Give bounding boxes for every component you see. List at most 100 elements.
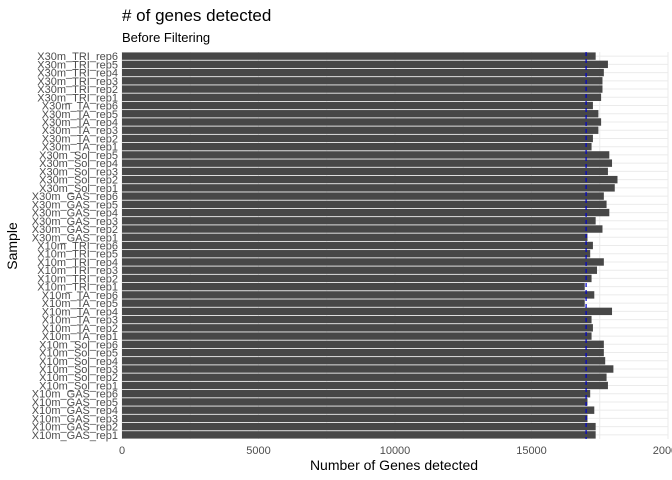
y-tick-label: X30m_GAS_rep6 [32, 191, 118, 203]
y-tick-label: X10m_GAS_rep6 [32, 389, 118, 401]
y-tick-label: X10m_TRI_rep4 [37, 257, 118, 269]
y-tick-labels: X10m_GAS_rep1X10m_GAS_rep2X10m_GAS_rep3X… [32, 51, 118, 442]
bar [122, 167, 608, 176]
bar [122, 414, 588, 423]
bar [122, 307, 613, 316]
bar [122, 274, 592, 283]
y-tick-label: X30m_TA_rep3 [42, 125, 118, 137]
bar [122, 93, 602, 101]
bar [122, 258, 604, 266]
y-tick-label: X10m_TRI_rep6 [37, 241, 118, 253]
bar [122, 52, 596, 60]
bar [122, 126, 599, 134]
bar [122, 77, 603, 85]
y-tick-label: X30m_GAS_rep3 [32, 216, 118, 228]
y-tick-label: X10m_TA_rep5 [42, 298, 118, 310]
y-tick-label: X30m_Sol_rep3 [39, 166, 118, 178]
bar [122, 151, 610, 159]
bar [122, 266, 598, 274]
bars [122, 52, 618, 439]
y-tick-label: X10m_Sol_rep2 [39, 372, 118, 384]
y-tick-label: X10m_TA_rep1 [42, 331, 118, 343]
y-tick-label: X10m_TRI_rep3 [37, 265, 118, 277]
y-tick-label: X10m_Sol_rep5 [39, 348, 118, 360]
bar [122, 373, 607, 381]
y-tick-label: X10m_Sol_rep6 [39, 339, 118, 351]
bar [122, 175, 618, 184]
y-tick-label: X30m_TA_rep2 [42, 133, 118, 145]
bar [122, 299, 585, 307]
bar [122, 250, 591, 258]
x-tick-label: 5000 [246, 445, 270, 457]
bar [122, 192, 604, 200]
y-tick-label: X10m_TRI_rep1 [37, 282, 118, 294]
x-axis-title: Number of Genes detected [310, 457, 478, 473]
bar [122, 217, 596, 225]
y-tick-label: X10m_TA_rep2 [42, 323, 118, 335]
y-tick-label: X30m_TA_rep6 [42, 101, 118, 113]
y-tick-label: X30m_Sol_rep4 [39, 158, 118, 170]
y-tick-label: X10m_GAS_rep2 [32, 422, 118, 434]
y-tick-label: X10m_GAS_rep3 [32, 413, 118, 425]
bar [122, 241, 593, 250]
y-tick-label: X10m_Sol_rep4 [39, 356, 118, 368]
y-tick-label: X10m_TA_rep6 [42, 290, 118, 302]
y-tick-label: X30m_Sol_rep1 [39, 183, 118, 195]
bar [122, 398, 588, 406]
x-tick-label: 15000 [516, 445, 547, 457]
y-tick-label: X30m_TA_rep5 [42, 109, 118, 121]
y-tick-label: X10m_Sol_rep1 [39, 380, 118, 392]
y-tick-label: X30m_TA_rep4 [42, 117, 118, 129]
y-tick-label: X30m_TRI_rep2 [37, 84, 118, 96]
bar [122, 200, 607, 209]
y-tick-label: X30m_TRI_rep4 [37, 68, 118, 80]
bar [122, 332, 592, 340]
y-tick-label: X10m_TRI_rep2 [37, 273, 118, 285]
y-tick-label: X30m_TRI_rep1 [37, 92, 118, 104]
bar [122, 291, 595, 299]
y-tick-label: X30m_TA_rep1 [42, 142, 118, 154]
bar [122, 60, 608, 69]
y-tick-label: X30m_TRI_rep5 [37, 59, 118, 71]
bar [122, 282, 585, 291]
bar [122, 134, 593, 143]
y-tick-label: X30m_GAS_rep2 [32, 224, 118, 236]
bar [122, 85, 603, 93]
x-tick-labels: 0 5000 10000 15000 20000 [119, 445, 672, 457]
bar [122, 68, 604, 77]
bar [122, 159, 613, 167]
bar [122, 357, 606, 365]
y-tick-label: X10m_GAS_rep5 [32, 397, 118, 409]
bar [122, 365, 614, 373]
y-tick-label: X10m_TA_rep3 [42, 315, 118, 327]
bar [122, 406, 595, 414]
y-tick-label: X30m_GAS_rep5 [32, 199, 118, 211]
y-tick-label: X30m_TRI_rep6 [37, 51, 118, 63]
y-tick-label: X10m_GAS_rep4 [32, 405, 118, 417]
x-tick-label: 20000 [653, 445, 672, 457]
bar [122, 101, 593, 110]
bar [122, 225, 603, 233]
chart-title: # of genes detected [122, 6, 271, 25]
bar [122, 208, 610, 217]
y-tick-label: X10m_Sol_rep3 [39, 364, 118, 376]
bar [122, 381, 608, 390]
bar [122, 431, 596, 439]
y-tick-label: X10m_TRI_rep5 [37, 249, 118, 261]
bar [122, 142, 592, 151]
bar [122, 110, 599, 118]
x-tick-label: 10000 [380, 445, 411, 457]
bar [122, 348, 604, 357]
y-tick-label: X30m_TRI_rep3 [37, 76, 118, 88]
bar [122, 118, 602, 126]
bar [122, 324, 593, 332]
bar [122, 422, 596, 431]
y-tick-label: X10m_GAS_rep1 [32, 430, 118, 442]
bar [122, 184, 615, 192]
y-tick-label: X30m_Sol_rep2 [39, 175, 118, 187]
bar [122, 315, 592, 324]
chart-subtitle: Before Filtering [122, 30, 210, 45]
bar [122, 233, 588, 241]
y-tick-label: X30m_GAS_rep1 [32, 232, 118, 244]
